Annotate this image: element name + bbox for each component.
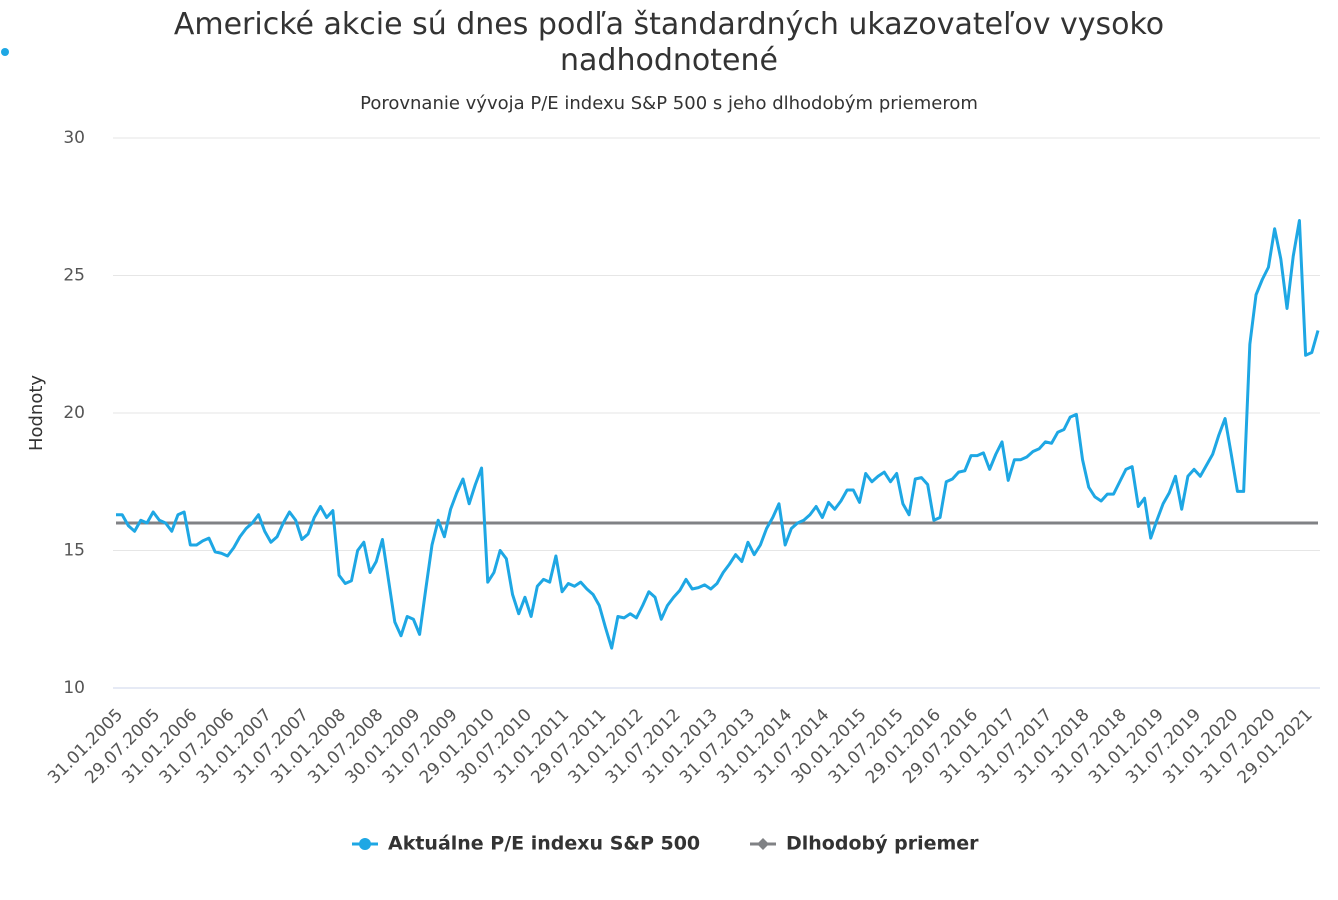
legend-label: Aktuálne P/E indexu S&P 500 — [388, 833, 700, 855]
legend-label: Dlhodobý priemer — [786, 833, 979, 855]
y-tick-label: 10 — [63, 678, 85, 698]
y-tick-label: 30 — [63, 128, 85, 148]
y-tick-label: 20 — [63, 403, 85, 423]
y-tick-label: 15 — [63, 541, 85, 561]
legend-marker — [359, 838, 371, 850]
legend-marker — [757, 838, 769, 850]
y-axis-title: Hodnoty — [26, 375, 47, 451]
decor-dot — [1, 48, 9, 56]
data-line — [116, 219, 1320, 650]
chart-subtitle: Porovnanie vývoja P/E indexu S&P 500 s j… — [360, 93, 978, 114]
chart-title: Americké akcie sú dnes podľa štandardnýc… — [174, 7, 1164, 78]
y-tick-label: 25 — [63, 266, 85, 286]
